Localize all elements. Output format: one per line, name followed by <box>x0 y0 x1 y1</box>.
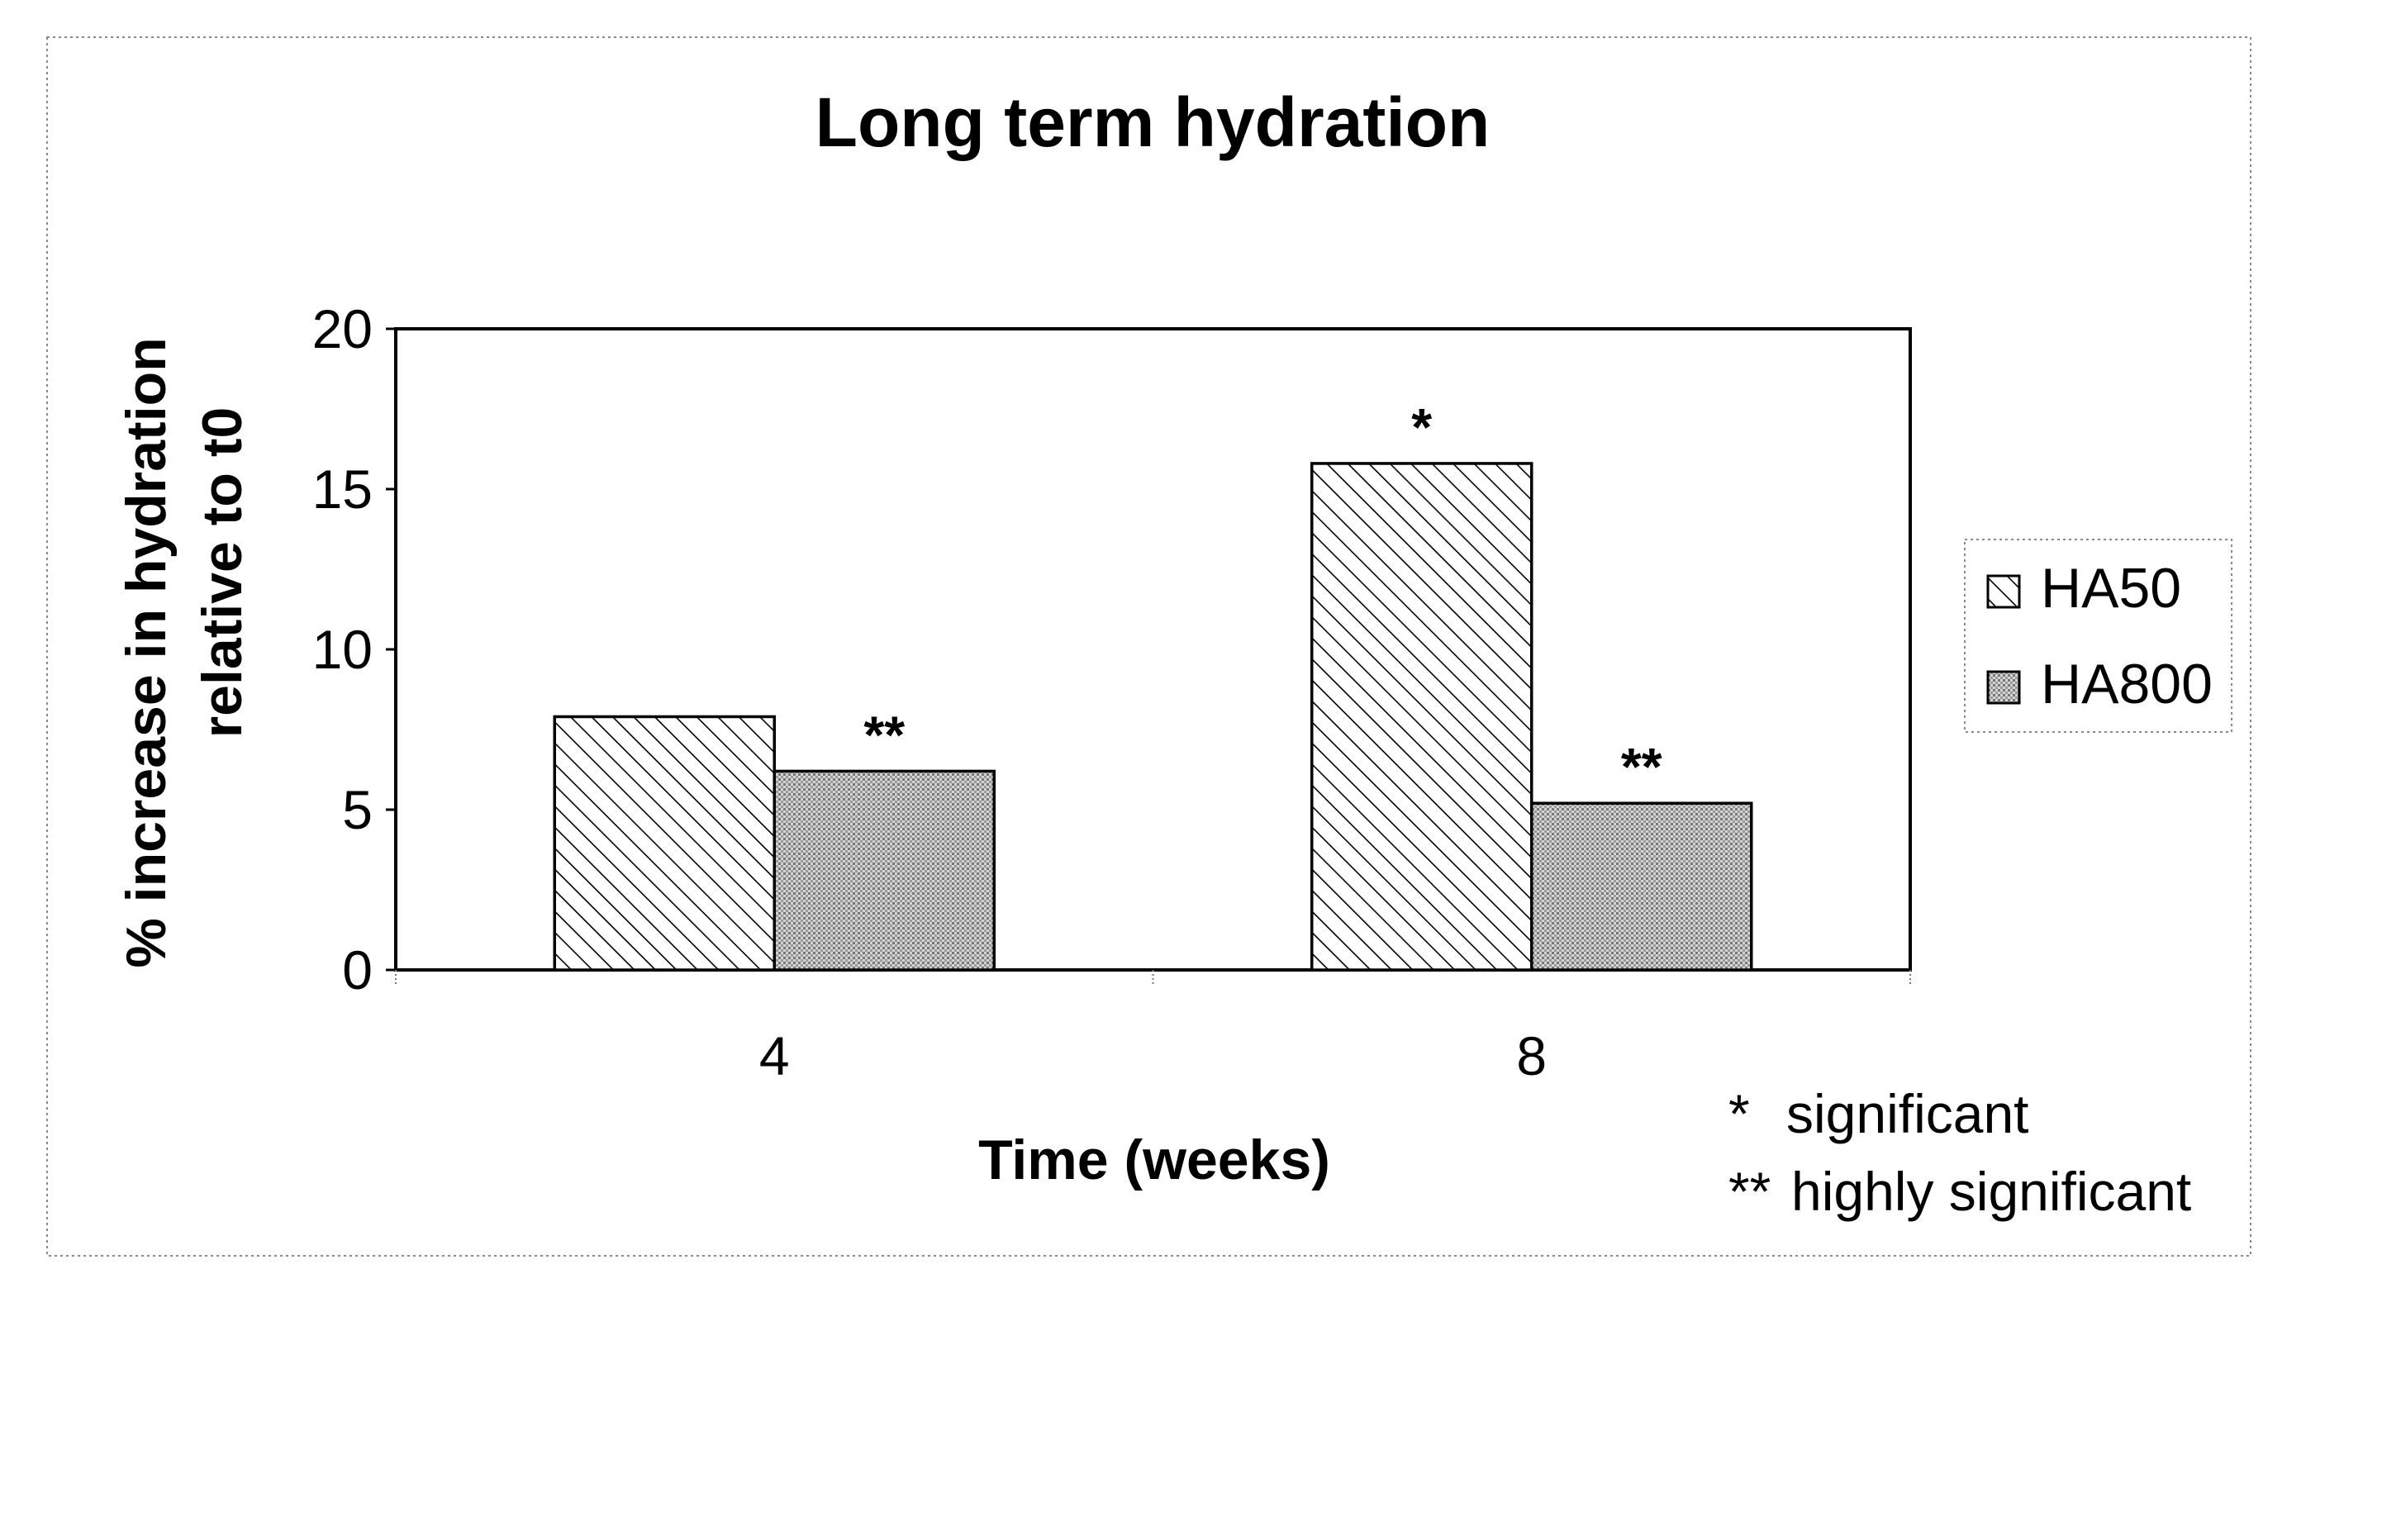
legend-label-ha50: HA50 <box>2041 557 2181 620</box>
y-tick-label: 10 <box>312 619 373 680</box>
chart-area-border <box>47 37 2251 1256</box>
bar-ha50-week-4 <box>554 716 774 970</box>
x-tick-label: 8 <box>1516 1025 1547 1086</box>
x-tick-label: 4 <box>759 1025 790 1086</box>
legend-label-ha800: HA800 <box>2041 653 2213 715</box>
bars <box>554 463 1752 970</box>
chart-title: Long term hydration <box>815 83 1491 161</box>
y-tick-label: 0 <box>342 939 373 1001</box>
x-axis-title: Time (weeks) <box>978 1129 1330 1191</box>
bar-ha800-week-4 <box>774 771 994 970</box>
y-axis-title-line-2: relative to t0 <box>191 407 254 739</box>
note-significant-mark: * <box>1728 1083 1750 1144</box>
significance-mark: ** <box>1621 737 1662 796</box>
bar-ha50-week-8 <box>1312 463 1532 970</box>
y-tick-label: 20 <box>312 298 373 359</box>
legend-swatch-ha50 <box>1988 576 2019 607</box>
y-axis-ticks: 0 5 10 15 20 <box>312 298 396 1001</box>
y-tick-label: 5 <box>342 779 373 840</box>
note-highly-significant-text: highly significant <box>1791 1161 2191 1222</box>
significance-mark: * <box>1411 397 1432 457</box>
significance-mark: ** <box>863 705 905 764</box>
legend-swatch-ha800 <box>1988 672 2019 703</box>
y-axis-title-line-1: % increase in hydration <box>115 337 178 967</box>
significance-marks: ***** <box>863 397 1662 796</box>
x-axis-ticks: 48 <box>396 970 1910 1086</box>
note-significant-text: significant <box>1786 1083 2029 1144</box>
y-tick-label: 15 <box>312 459 373 520</box>
bar-ha800-week-8 <box>1532 803 1752 970</box>
note-highly-significant-mark: ** <box>1728 1161 1771 1222</box>
